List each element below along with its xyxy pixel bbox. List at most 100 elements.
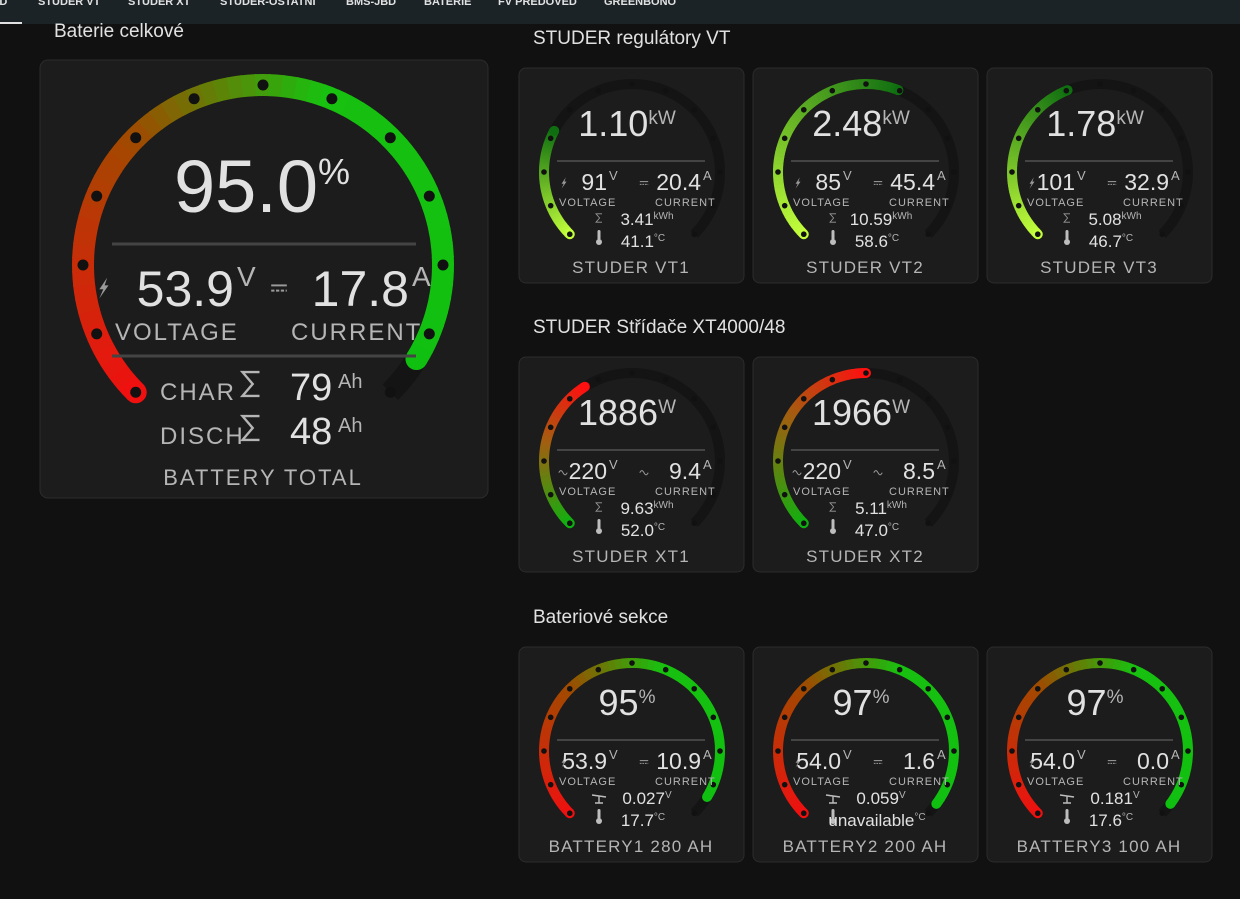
gauge-fill (775, 147, 786, 155)
gauge-fill (1142, 671, 1155, 684)
nav-tab[interactable]: STUDER VT (38, 0, 101, 8)
gauge-tick (800, 810, 807, 817)
energy-unit: kWh (654, 211, 674, 222)
gauge-cap (702, 791, 713, 802)
gauge-tick (1034, 810, 1041, 817)
gauge-tick (781, 781, 788, 788)
gauge-tick (566, 106, 573, 113)
gauge-tick (691, 810, 698, 817)
section-heading: STUDER regulátory VT (533, 28, 731, 49)
nav-tab[interactable]: GREENBONO (604, 0, 677, 8)
gauge-tick (629, 370, 635, 376)
gauge-fill (1113, 659, 1123, 671)
nav-tab[interactable]: STUDER-OSTATNÍ (220, 0, 316, 8)
sigma-icon (1063, 213, 1070, 223)
gauge-fill (240, 74, 257, 98)
nav-tab[interactable]: ED (0, 0, 7, 8)
gauge-fill (1015, 705, 1028, 717)
current-unit: A (703, 168, 712, 183)
gauge-fill (1086, 658, 1095, 669)
gauge-tick (1034, 685, 1041, 692)
voltage-unit: V (843, 747, 852, 762)
voltage-value: 54.0 (796, 748, 841, 774)
current-unit: A (412, 261, 431, 292)
gauge-fill (539, 753, 550, 762)
gauge-fill (1007, 758, 1019, 768)
bolt-icon (99, 277, 109, 299)
gauge-tick (944, 135, 951, 142)
thermometer-icon (597, 519, 601, 529)
gauge-fill (621, 658, 630, 669)
thermometer-icon (830, 818, 836, 824)
ac-icon (639, 470, 649, 476)
temperature-value: unavailable°C (828, 811, 925, 830)
ac-icon (792, 470, 802, 476)
temperature-number: 58.6 (855, 232, 888, 251)
gauge-fill (774, 724, 787, 735)
energy-unit: kWh (892, 211, 912, 222)
card-name: STUDER XT1 (572, 547, 690, 566)
nav-tab[interactable]: STUDER XT (128, 0, 191, 8)
sigma-icon (829, 502, 836, 512)
balance-icon (1059, 794, 1075, 804)
gauge-tick (595, 666, 602, 673)
current-unit: A (1171, 747, 1180, 762)
gauge-tick (1015, 781, 1022, 788)
gauge-fill (790, 799, 804, 812)
gauge-fill (935, 790, 948, 802)
card-value-number: 1.78 (1046, 103, 1116, 144)
gauge-fill (429, 282, 454, 300)
temperature-value: 46.7°C (1089, 232, 1133, 251)
gauge-tick (662, 376, 669, 383)
gauge-fill (108, 139, 136, 166)
gauge-fill (571, 676, 583, 689)
gauge-fill (1026, 687, 1040, 701)
gauge-tick (423, 190, 435, 202)
gauge-fill (1010, 717, 1023, 729)
energy-value: 0.027V (622, 789, 672, 808)
gauge-tick (691, 685, 698, 692)
gauge-tick (691, 106, 698, 113)
gauge-fill (710, 719, 722, 730)
temperature-number: 17.7 (621, 811, 654, 830)
gauge-fill (781, 705, 794, 717)
nav-tab[interactable]: BMS-JBD (346, 0, 396, 8)
nav-tab[interactable]: FV PŘEDOVED (498, 0, 577, 8)
temperature-number: 41.1 (621, 232, 654, 251)
energy-number: 0.027 (622, 789, 665, 808)
gauge-fill (78, 201, 104, 222)
voltage-unit: V (1077, 168, 1086, 183)
gauge-fill (1053, 667, 1065, 680)
gauge-fill (927, 689, 941, 702)
temperature-unit: °C (654, 233, 665, 244)
thermometer-icon (596, 528, 602, 534)
nav-tab[interactable]: BATERIE (424, 0, 471, 8)
gauge-fill (819, 667, 831, 680)
card-value-unit: kW (648, 108, 676, 129)
current-value: 1.6 (903, 748, 935, 774)
voltage-unit: V (609, 168, 618, 183)
section-heading: Bateriové sekce (533, 607, 668, 628)
main-card: 95.0% 53.9 V 17.8 A VOLTAGE CURRENT CHAR 79 Ah DIS… (39, 59, 489, 499)
sigma-icon (829, 213, 836, 223)
gauge-fill (788, 116, 800, 127)
gauge-fill (1047, 670, 1059, 683)
gauge-fill (775, 771, 788, 781)
voltage-unit: V (237, 261, 256, 292)
gauge-tick (629, 660, 635, 666)
gauge-fill (786, 794, 800, 807)
voltage-label: VOLTAGE (1027, 776, 1084, 788)
charge-value: 79 (290, 367, 332, 409)
bolt-icon (561, 177, 567, 189)
gauge-fill (73, 228, 98, 247)
temperature-number: 46.7 (1089, 232, 1122, 251)
gauge-fill (1008, 724, 1021, 735)
gauge-fill (874, 79, 881, 91)
gauge-fill (422, 306, 448, 328)
card-value: 1.10kW (578, 103, 676, 144)
gauge-fill (789, 218, 800, 229)
gauge-fill (556, 799, 570, 812)
main-value-unit: % (318, 151, 350, 192)
gauge-tick (691, 231, 698, 238)
